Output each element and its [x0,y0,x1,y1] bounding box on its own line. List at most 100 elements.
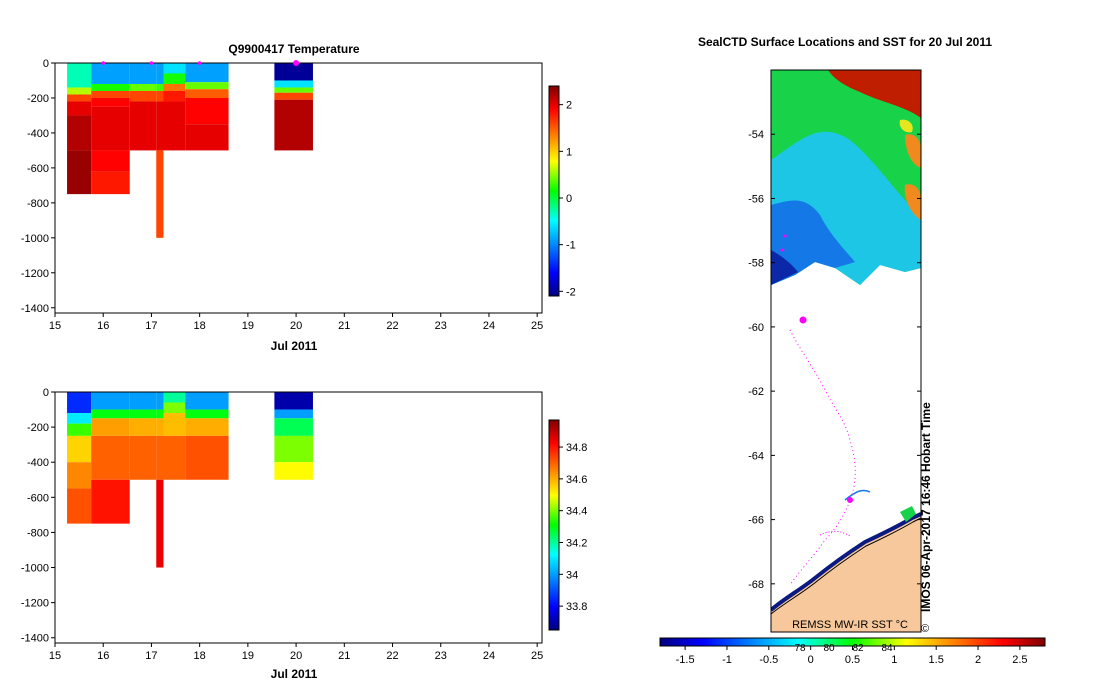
map-latitude-axis: -54 -56 -58 -60 -62 -64 -66 -68 [748,129,921,591]
sst-colorbar-label: REMSS MW-IR SST °C [792,619,908,631]
salinity-colorbar-ticks: 34.8 34.6 34.4 34.2 34 33.8 [559,442,587,613]
profile-2-layer-1 [129,409,157,419]
seal-location-cluster [847,497,853,503]
profile-4-layer-3 [163,435,186,480]
sst-colorbar-overlay-label: 80 [823,643,835,654]
sst-colorbar-tick-label: -0.5 [759,654,778,666]
profile-4-layer-2 [163,413,186,436]
sst-colorbar-ticks: -1.5 -1 -0.5 0 0.5 1 1.5 2 2.5 [676,646,1028,666]
map-stamp: IMOS 06-Apr-2017 16:46 Hobart Time [919,402,933,612]
sst-colorbar-overlay-label: 82 [852,643,864,654]
y-tick-label: 0 [43,387,49,399]
profile-4-layer-2 [163,83,186,91]
y-tick-label: -800 [27,198,49,210]
profile-5-layer-2 [185,89,229,98]
lat-tick-label: -60 [748,322,764,334]
profile-0-layer-4 [67,115,92,151]
copyright-icon: © [921,623,929,635]
profile-5-layer-2 [185,418,229,436]
temperature-colorbar [548,85,560,297]
temperature-panel: Q9900417 Temperature 0 -200 -400 -600 -800 -1… [21,42,576,353]
lat-tick-label: -64 [748,450,764,462]
profile-5-layer-1 [185,409,229,419]
profile-3-layer-0 [156,63,164,84]
lat-tick-label: -58 [748,258,764,270]
y-tick-label: -1000 [21,563,49,575]
profile-0-layer-2 [67,423,92,436]
salinity-x-axis: 15 16 17 18 19 20 21 22 23 24 25 [49,643,543,662]
y-tick-label: -1200 [21,598,49,610]
temperature-x-axis: 15 16 17 18 19 20 21 22 23 24 25 [49,313,543,332]
salinity-y-axis: 0 -200 -400 -600 -800 -1000 -1200 -1400 [21,387,55,645]
x-tick-label: 23 [435,650,447,662]
sst-colorbar-tick-label: 2.5 [1012,654,1027,666]
sst-warm-region [828,70,921,118]
profile-1-layer-1 [91,83,130,91]
x-tick-label: 19 [242,650,254,662]
colorbar-tick-label: 33.8 [566,601,587,613]
y-tick-label: -400 [27,128,49,140]
temperature-x-label: Jul 2011 [271,339,318,353]
profile-3-layer-4 [156,479,164,568]
sst-colorbar-tick-label: 2 [975,654,981,666]
profile-6-layer-0 [274,392,313,410]
lat-tick-label: -62 [748,386,764,398]
profile-1-layer-5 [91,150,130,172]
profile-4-layer-1 [163,73,186,84]
profile-0-layer-3 [67,435,92,463]
profile-2-layer-2 [129,90,157,102]
y-tick-label: -600 [27,492,49,504]
x-tick-label: 17 [145,650,157,662]
sst-colorbar-tick-label: 1.5 [929,654,944,666]
profile-6-layer-4 [274,462,313,480]
temperature-surface-markers [101,60,300,66]
profile-1-layer-0 [91,392,130,410]
seal-track [789,329,856,586]
profile-2-layer-0 [129,63,157,84]
profile-3-layer-2 [156,90,164,102]
sst-colorbar-tick-label: 0 [808,654,814,666]
profile-3-layer-2 [156,418,164,436]
coastal-sst-patch [900,506,916,522]
lat-tick-label: -56 [748,193,764,205]
temperature-y-axis: 0 -200 -400 -600 -800 -1000 -1200 -1400 [21,58,55,315]
sst-darkblue-region [771,250,798,285]
sst-orange-patch-2 [904,184,921,220]
profile-0-layer-0 [67,63,92,88]
profile-3-layer-0 [156,392,164,410]
surface-marker [101,61,106,65]
coastal-sea-ice-edge [771,512,921,612]
salinity-panel: 0-200-400-600-800-1000-1200-1400 15 16 17 1… [21,387,588,681]
sst-colorbar-overlay-labels: 78 80 82 84 [794,643,893,654]
x-tick-label: 17 [145,320,157,332]
profile-5-layer-0 [185,63,229,83]
profile-2-layer-2 [129,418,157,436]
x-tick-label: 25 [531,320,543,332]
x-tick-label: 24 [483,320,495,332]
profile-1-layer-1 [91,409,130,419]
x-tick-label: 15 [49,650,61,662]
colorbar-tick-label: 1 [566,146,572,158]
x-tick-label: 24 [483,650,495,662]
sst-colorbar-tick-label: -1 [722,654,732,666]
profile-6-layer-4 [274,99,313,151]
profile-0-layer-1 [67,87,92,95]
x-tick-label: 15 [49,320,61,332]
profile-0-layer-5 [67,150,92,195]
profile-6-layer-1 [274,80,313,88]
x-tick-label: 16 [97,320,109,332]
colorbar-tick-label: 2 [566,100,572,112]
profile-5-layer-0 [185,392,229,410]
map-title: SealCTD Surface Locations and SST for 20… [698,35,992,49]
profile-3-layer-1 [156,409,164,419]
profile-6-layer-2 [274,418,313,436]
sst-orange-patch [905,134,921,168]
surface-marker [149,61,154,65]
profile-0-layer-2 [67,94,92,102]
profile-0-layer-3 [67,101,92,116]
x-tick-label: 25 [531,650,543,662]
colorbar-tick-label: 34.2 [566,538,587,550]
profile-3-layer-4 [156,150,164,238]
profile-4-layer-0 [163,392,186,403]
profile-1-layer-4 [91,479,130,524]
